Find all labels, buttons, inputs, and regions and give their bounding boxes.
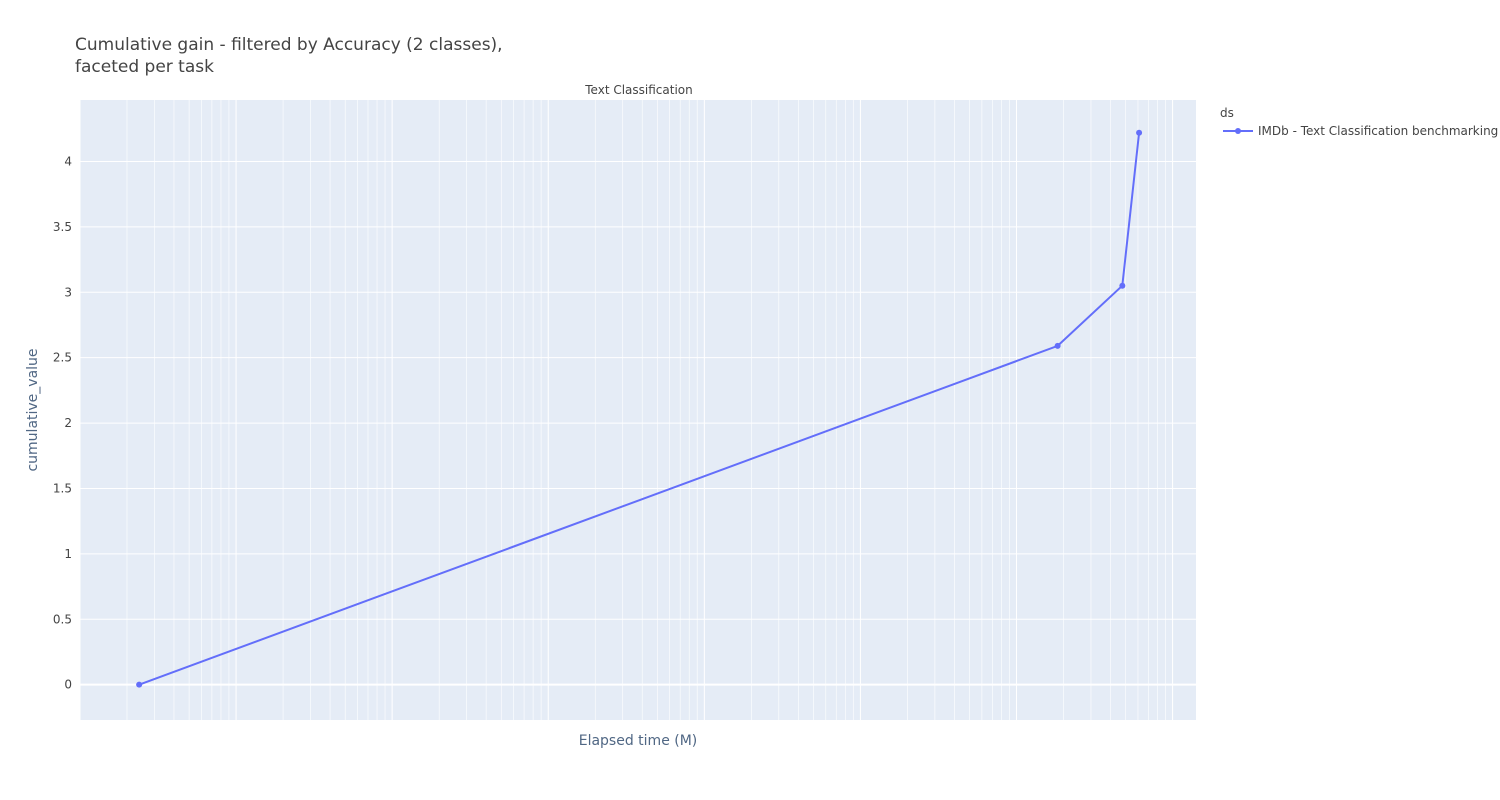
y-axis-ticks: 0 0.5 1 1.5 2 2.5 3 3.5 4 bbox=[53, 154, 72, 691]
y-tick-label: 0 bbox=[64, 678, 72, 692]
x-minor-gridlines bbox=[79, 100, 1174, 720]
legend-label: IMDb - Text Classification benchmarking bbox=[1258, 124, 1498, 138]
legend-title: ds bbox=[1220, 106, 1234, 120]
chart-title: Cumulative gain - filtered by Accuracy (… bbox=[75, 35, 503, 77]
chart-title-line-2: faceted per task bbox=[75, 57, 214, 77]
data-point bbox=[1054, 342, 1061, 349]
y-tick-label: 2 bbox=[64, 416, 72, 430]
data-point bbox=[1119, 282, 1126, 289]
series-line bbox=[138, 132, 1141, 686]
y-gridlines bbox=[80, 160, 1196, 686]
y-tick-label: 3.5 bbox=[53, 220, 72, 234]
y-tick-label: 4 bbox=[64, 154, 72, 168]
y-tick-label: 1.5 bbox=[53, 481, 72, 495]
y-axis-title: cumulative_value bbox=[25, 348, 41, 471]
plot-area bbox=[80, 100, 1196, 720]
facet-title: Text Classification bbox=[584, 83, 692, 97]
legend-marker bbox=[1235, 128, 1241, 134]
data-point bbox=[1136, 129, 1143, 136]
legend-items: IMDb - Text Classification benchmarking bbox=[1223, 124, 1498, 138]
y-tick-label: 2.5 bbox=[53, 351, 72, 365]
chart-title-line-1: Cumulative gain - filtered by Accuracy (… bbox=[75, 35, 503, 55]
y-tick-label: 3 bbox=[64, 285, 72, 299]
legend: ds IMDb - Text Classification benchmarki… bbox=[1220, 106, 1498, 138]
y-tick-label: 0.5 bbox=[53, 612, 72, 626]
data-point bbox=[136, 681, 143, 688]
series-layer bbox=[136, 129, 1143, 688]
y-tick-label: 1 bbox=[64, 547, 72, 561]
x-axis-title: Elapsed time (M) bbox=[579, 733, 698, 749]
